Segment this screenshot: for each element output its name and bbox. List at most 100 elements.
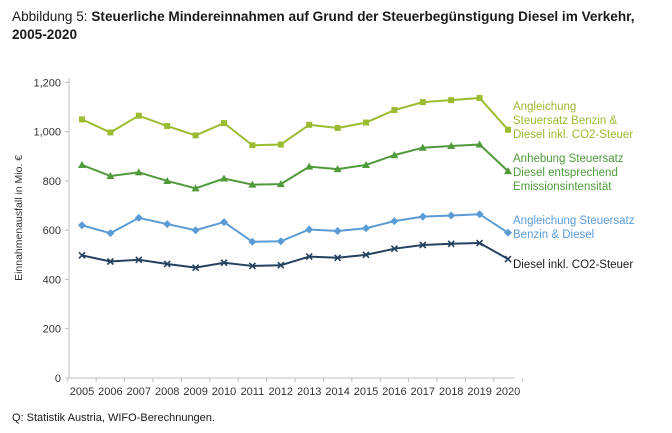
series-label: Diesel inkl. CO2-Steuer — [513, 259, 633, 271]
data-point — [504, 255, 512, 263]
y-tick-label: 600 — [43, 225, 61, 237]
data-point — [78, 160, 86, 168]
y-tick-label: 1,000 — [33, 127, 61, 139]
data-point — [249, 142, 256, 149]
data-point — [419, 241, 427, 249]
source-note: Q: Statistik Austria, WIFO-Berechnungen. — [12, 412, 215, 424]
data-point — [78, 221, 86, 230]
data-point — [363, 119, 369, 126]
data-point — [276, 237, 285, 246]
x-tick-label: 2014 — [325, 386, 349, 398]
x-tick-label: 2006 — [98, 386, 122, 398]
data-point — [333, 226, 342, 235]
data-point — [334, 254, 342, 262]
series-label: Angleichung Steuersatz — [513, 215, 635, 227]
data-point — [248, 237, 257, 246]
data-point — [277, 261, 285, 269]
x-tick-label: 2013 — [297, 386, 321, 398]
series-line — [81, 96, 509, 147]
data-point — [220, 174, 228, 182]
data-point — [163, 220, 172, 229]
data-point — [305, 225, 314, 234]
title-text: Steuerliche Mindereinnahmen auf Grund de… — [12, 9, 635, 42]
data-point — [418, 212, 427, 221]
data-point — [476, 94, 483, 101]
x-tick-label: 2016 — [382, 386, 406, 398]
x-tick-label: 2019 — [467, 386, 491, 398]
data-point — [447, 211, 456, 220]
x-tick-label: 2010 — [212, 386, 236, 398]
figure-number: Abbildung 5: — [12, 9, 92, 24]
data-point — [419, 99, 426, 106]
data-point — [220, 259, 228, 267]
series-label: Steuersatz Benzin & — [513, 115, 618, 127]
y-tick-label: 200 — [43, 324, 61, 336]
y-tick-label: 0 — [55, 373, 61, 385]
data-point — [475, 210, 484, 219]
x-tick-label: 2020 — [496, 386, 520, 398]
x-tick-label: 2007 — [127, 386, 151, 398]
data-point — [447, 240, 455, 248]
data-point — [163, 176, 172, 184]
data-point — [306, 121, 313, 128]
data-point — [248, 180, 257, 188]
data-point — [390, 217, 399, 226]
data-point — [79, 116, 85, 123]
y-tick-label: 400 — [43, 274, 61, 286]
data-point — [333, 165, 342, 173]
data-point — [390, 151, 399, 159]
data-point — [305, 253, 313, 261]
data-point — [78, 251, 86, 259]
data-point — [390, 245, 398, 253]
data-point — [248, 262, 256, 270]
data-point — [135, 112, 142, 119]
data-point — [220, 218, 228, 227]
data-point — [418, 143, 427, 151]
data-point — [505, 126, 511, 133]
data-point — [476, 239, 484, 247]
data-point — [305, 162, 314, 170]
data-point — [106, 229, 115, 238]
x-tick-label: 2005 — [70, 386, 94, 398]
data-point — [106, 172, 115, 180]
series-line — [81, 213, 509, 243]
data-point — [447, 141, 456, 149]
y-tick-label: 800 — [43, 176, 61, 188]
series-label: Benzin & Diesel — [513, 229, 594, 241]
data-point — [134, 168, 143, 176]
x-tick-label: 2008 — [155, 386, 179, 398]
x-tick-label: 2017 — [411, 386, 435, 398]
series-label: Emissionsintensität — [513, 181, 612, 193]
data-point — [391, 107, 398, 114]
x-tick-label: 2018 — [439, 386, 463, 398]
data-point — [192, 264, 200, 272]
x-tick-label: 2012 — [269, 386, 293, 398]
series-label: Diesel inkl. CO2-Steuer — [513, 129, 633, 141]
x-tick-label: 2015 — [354, 386, 378, 398]
y-axis-label: Einnahmenausfall in Mio. € — [13, 155, 25, 281]
data-point — [277, 141, 284, 148]
y-tick-label: 1,200 — [33, 77, 61, 89]
data-point — [164, 123, 171, 130]
data-point — [221, 120, 227, 127]
data-point — [163, 260, 171, 268]
data-point — [362, 160, 370, 168]
series-label: Anhebung Steuersatz — [513, 153, 624, 165]
data-point — [362, 251, 370, 259]
data-point — [504, 228, 512, 237]
data-point — [191, 184, 200, 192]
data-point — [107, 129, 114, 136]
data-point — [362, 224, 370, 233]
x-tick-label: 2011 — [241, 386, 265, 398]
series-label: Diesel entsprechend — [513, 167, 618, 179]
series-label: Angleichung — [513, 101, 576, 113]
series-line — [81, 242, 509, 269]
data-point — [106, 257, 114, 266]
data-point — [504, 167, 512, 175]
data-point — [135, 256, 143, 264]
data-point — [448, 97, 455, 104]
x-tick-label: 2009 — [183, 386, 207, 398]
data-point — [276, 180, 285, 188]
series-line — [81, 143, 509, 190]
